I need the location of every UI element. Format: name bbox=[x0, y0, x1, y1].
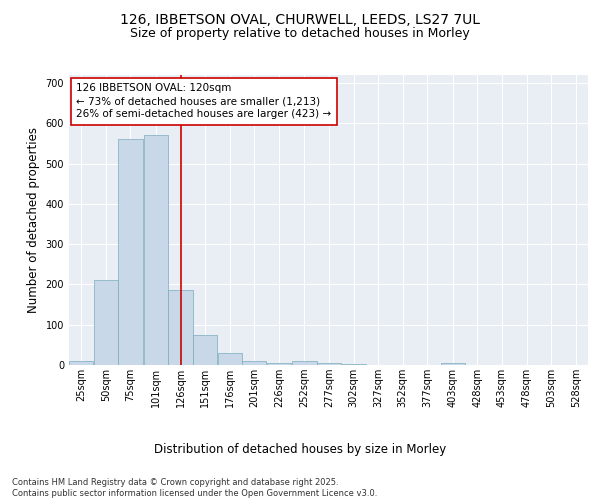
Bar bbox=[218, 353, 242, 365]
Text: 126 IBBETSON OVAL: 120sqm
← 73% of detached houses are smaller (1,213)
26% of se: 126 IBBETSON OVAL: 120sqm ← 73% of detac… bbox=[76, 83, 331, 120]
Y-axis label: Number of detached properties: Number of detached properties bbox=[27, 127, 40, 313]
Text: Distribution of detached houses by size in Morley: Distribution of detached houses by size … bbox=[154, 442, 446, 456]
Text: 126, IBBETSON OVAL, CHURWELL, LEEDS, LS27 7UL: 126, IBBETSON OVAL, CHURWELL, LEEDS, LS2… bbox=[120, 12, 480, 26]
Bar bbox=[144, 136, 168, 365]
Bar bbox=[193, 335, 217, 365]
Bar bbox=[292, 361, 317, 365]
Text: Contains HM Land Registry data © Crown copyright and database right 2025.
Contai: Contains HM Land Registry data © Crown c… bbox=[12, 478, 377, 498]
Bar bbox=[69, 361, 94, 365]
Bar bbox=[118, 140, 143, 365]
Bar bbox=[169, 290, 193, 365]
Bar bbox=[94, 280, 118, 365]
Text: Size of property relative to detached houses in Morley: Size of property relative to detached ho… bbox=[130, 28, 470, 40]
Bar bbox=[242, 361, 266, 365]
Bar bbox=[341, 364, 366, 365]
Bar bbox=[266, 363, 291, 365]
Bar bbox=[317, 363, 341, 365]
Bar bbox=[440, 363, 465, 365]
